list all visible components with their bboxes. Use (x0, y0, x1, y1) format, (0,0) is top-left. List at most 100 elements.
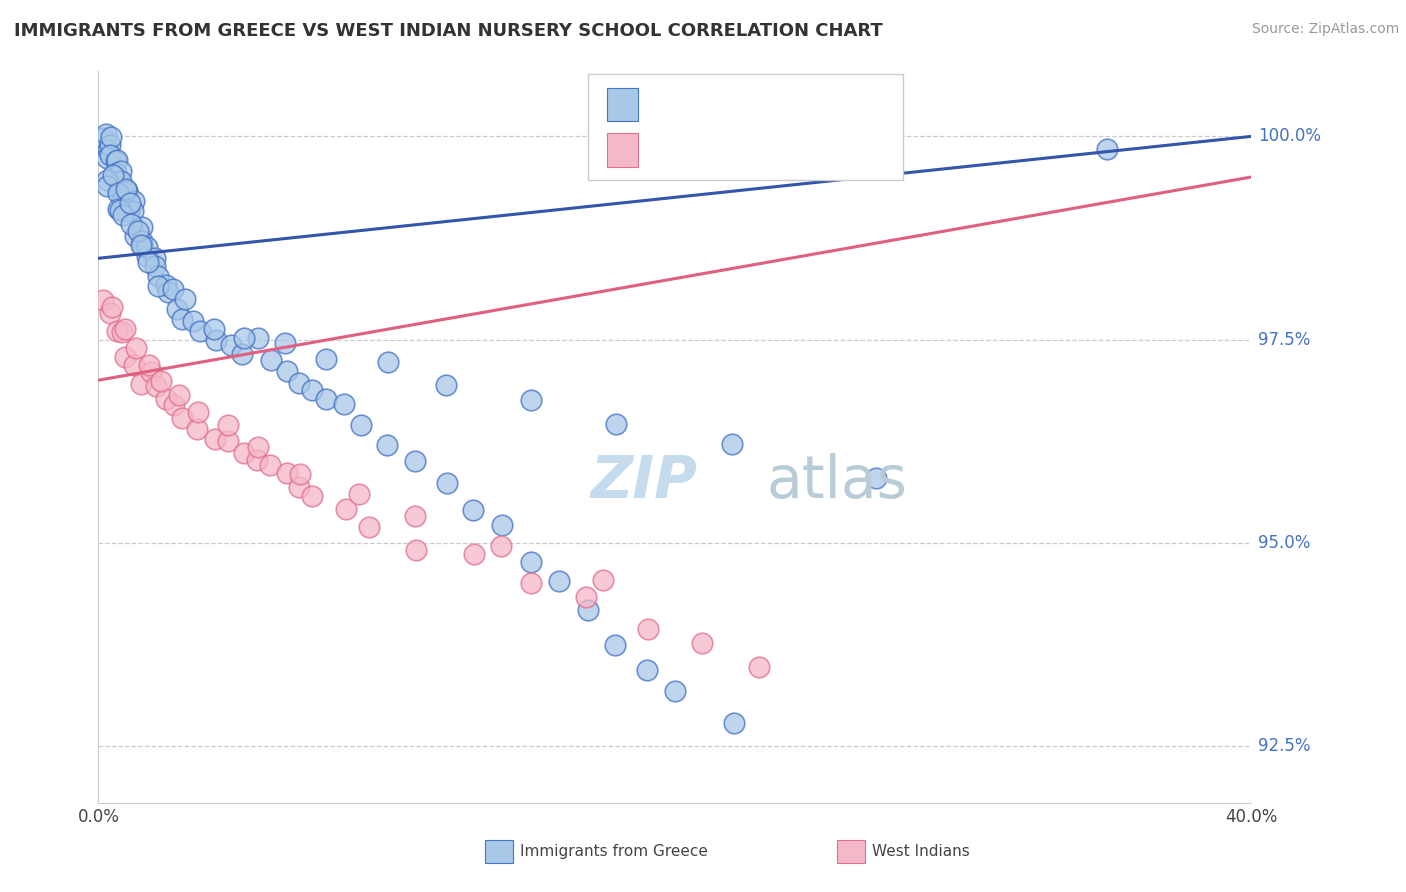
Point (404, 454, 426, 468)
Text: IMMIGRANTS FROM GREECE VS WEST INDIAN NURSERY SCHOOL CORRELATION CHART: IMMIGRANTS FROM GREECE VS WEST INDIAN NU… (14, 22, 883, 40)
Point (117, 184, 139, 198)
Point (202, 322, 225, 336)
Point (131, 219, 153, 234)
Text: R =: R = (650, 95, 689, 113)
Point (122, 358, 145, 372)
Point (288, 467, 311, 481)
Point (94, 127, 117, 141)
Point (520, 555, 543, 569)
Point (463, 503, 485, 517)
Point (98, 137, 121, 152)
Point (260, 353, 283, 368)
Point (491, 518, 513, 533)
Point (548, 574, 571, 589)
Point (231, 347, 253, 361)
Point (107, 202, 129, 216)
Point (108, 203, 131, 218)
Text: 97.5%: 97.5% (1258, 331, 1310, 349)
Point (107, 179, 129, 194)
Text: ZIP: ZIP (591, 453, 697, 510)
Point (105, 324, 128, 338)
Point (232, 330, 254, 344)
Point (276, 364, 298, 378)
Point (274, 336, 297, 351)
Point (217, 434, 239, 449)
Point (690, 636, 713, 650)
Point (98, 148, 121, 162)
Point (405, 543, 427, 558)
Point (575, 590, 598, 604)
Text: West Indians: West Indians (872, 845, 970, 859)
Point (434, 377, 457, 392)
Point (605, 417, 627, 432)
Text: 87: 87 (799, 95, 824, 113)
Point (204, 432, 226, 446)
Point (145, 260, 167, 274)
Point (98, 306, 121, 320)
Text: 0.407: 0.407 (686, 95, 742, 113)
Point (576, 603, 599, 617)
Text: N =: N = (766, 95, 806, 113)
Text: Immigrants from Greece: Immigrants from Greece (520, 845, 709, 859)
Point (170, 311, 193, 326)
Point (146, 269, 169, 284)
Point (350, 418, 373, 433)
Point (520, 392, 543, 407)
Point (115, 184, 138, 198)
Point (246, 440, 269, 454)
Point (91, 293, 114, 307)
Point (1095, 142, 1118, 156)
Point (592, 573, 614, 587)
Point (122, 203, 145, 218)
Point (100, 129, 122, 144)
Point (155, 392, 177, 407)
Point (162, 398, 184, 412)
Point (124, 228, 146, 243)
Point (217, 417, 239, 432)
Point (748, 660, 770, 674)
Point (181, 314, 204, 328)
Point (219, 337, 242, 351)
Point (111, 326, 134, 340)
Text: 92.5%: 92.5% (1258, 737, 1310, 755)
Point (127, 224, 149, 238)
Point (101, 168, 124, 182)
Point (335, 502, 357, 516)
Point (105, 153, 128, 167)
Point (111, 193, 134, 207)
Point (404, 508, 426, 523)
Point (146, 279, 169, 293)
Point (117, 205, 139, 219)
Point (143, 251, 166, 265)
Point (138, 358, 160, 372)
Point (259, 458, 281, 472)
Point (131, 234, 153, 248)
Point (377, 354, 399, 368)
Point (118, 204, 141, 219)
Point (93, 131, 115, 145)
Text: R =: R = (650, 141, 695, 159)
Point (114, 182, 136, 196)
Point (118, 195, 141, 210)
Point (135, 249, 157, 263)
Point (129, 377, 152, 392)
Point (96, 173, 118, 187)
Point (204, 333, 226, 347)
Point (721, 437, 744, 451)
Point (636, 663, 658, 677)
Text: atlas: atlas (766, 453, 907, 510)
Text: N =: N = (766, 141, 806, 159)
Point (520, 576, 543, 591)
Point (463, 547, 485, 561)
Point (166, 301, 188, 316)
Point (114, 322, 136, 336)
Point (190, 324, 212, 338)
Point (233, 446, 256, 460)
Point (288, 480, 311, 494)
Point (605, 638, 627, 652)
Point (333, 397, 356, 411)
Point (173, 293, 195, 307)
Point (129, 238, 152, 252)
Point (865, 471, 887, 485)
Point (157, 285, 180, 299)
